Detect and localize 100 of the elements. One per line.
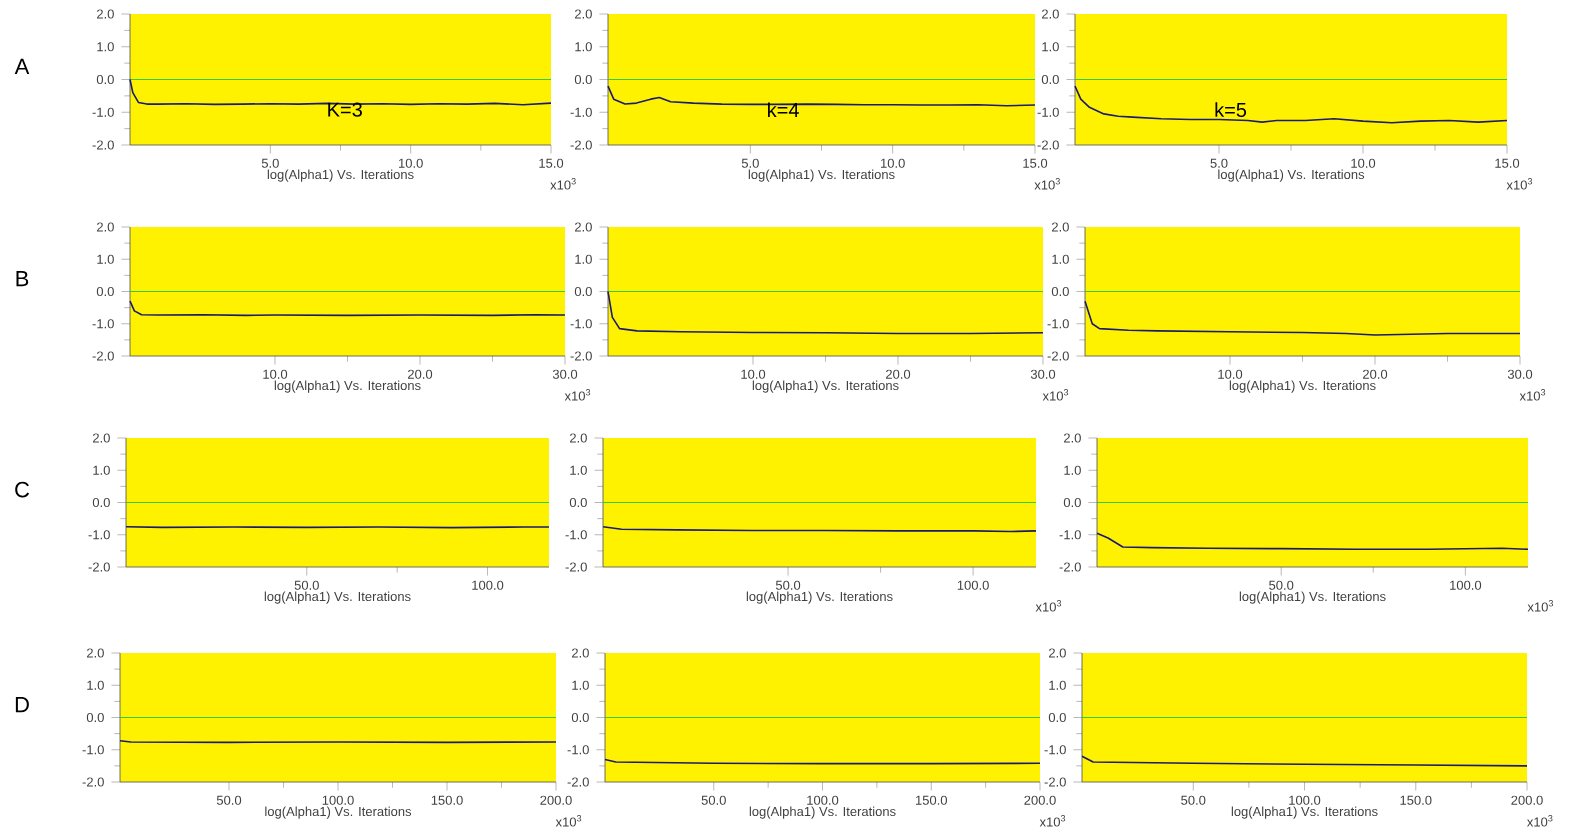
text: x10$^{3}$	[555, 815, 582, 827]
y-tick-label: -1.0	[1059, 530, 1081, 540]
y-tick-label: -1.0	[92, 319, 114, 329]
x-tick-label: 30.0	[1507, 369, 1533, 379]
y-tick-label: -2.0	[570, 351, 592, 361]
y-tick-label: 1.0	[1042, 42, 1059, 52]
y-tick-label: -2.0	[1059, 562, 1081, 572]
text: x10$^{3}$	[1034, 178, 1060, 190]
x-tick-label: 200.0	[1511, 795, 1543, 805]
text: x10$^{3}$	[1527, 600, 1554, 612]
x-tick-label: 150.0	[431, 795, 463, 805]
x-tick-label: 50.0	[1181, 795, 1206, 805]
y-tick-label: -1.0	[565, 530, 587, 540]
y-tick-label: 2.0	[1042, 9, 1059, 19]
text: x10$^{3}$	[1039, 815, 1066, 827]
x-axis-title: log(Alpha1) Vs. Iterations	[749, 806, 896, 819]
x-tick-label: 20.0	[408, 369, 433, 379]
x-tick-label: 5.0	[261, 158, 279, 168]
y-tick-label: 1.0	[575, 254, 592, 264]
y-tick-label: -2.0	[1044, 777, 1066, 787]
x-tick-label: 10.0	[263, 369, 288, 379]
y-tick-label: -1.0	[1047, 319, 1069, 329]
text: B	[16, 271, 29, 287]
y-tick-label: 0.0	[92, 497, 110, 508]
annotation: k=5	[1215, 102, 1247, 117]
y-tick-label: -1.0	[82, 745, 104, 755]
x-tick-label: 50.0	[216, 795, 242, 805]
y-tick-label: 2.0	[571, 648, 589, 658]
x-tick-label: 10.0	[1351, 158, 1376, 168]
annotation: K=3	[328, 102, 362, 117]
y-tick-label: -2.0	[1037, 140, 1059, 150]
y-tick-label: 0.0	[574, 74, 592, 85]
y-tick-label: 1.0	[570, 465, 587, 475]
y-tick-label: 2.0	[86, 648, 104, 658]
y-tick-label: 0.0	[96, 286, 114, 297]
x-tick-label: 100.0	[322, 795, 354, 805]
y-tick-label: -2.0	[570, 140, 592, 150]
text: x10$^{3}$	[564, 389, 591, 401]
y-tick-label: -1.0	[1044, 745, 1066, 755]
text: x10$^{3}$	[1527, 815, 1553, 827]
y-tick-label: -2.0	[1047, 351, 1069, 361]
y-tick-label: 2.0	[570, 433, 587, 443]
x-tick-label: 20.0	[1363, 369, 1388, 379]
x-tick-label: 100.0	[807, 795, 839, 805]
x-tick-label: 15.0	[539, 158, 564, 168]
y-tick-label: 0.0	[574, 286, 592, 297]
y-tick-label: 1.0	[97, 254, 114, 264]
y-tick-label: 1.0	[87, 680, 104, 690]
x-axis-title: log(Alpha1) Vs. Iterations	[265, 806, 412, 819]
x-axis-title: log(Alpha1) Vs. Iterations	[264, 591, 411, 604]
x-tick-label: 100.0	[957, 580, 989, 590]
text: x10$^{3}$	[1519, 389, 1546, 401]
text: A	[14, 58, 30, 74]
y-tick-label: -1.0	[570, 107, 592, 117]
y-tick-label: 0.0	[1041, 74, 1059, 85]
x-tick-label: 30.0	[552, 369, 578, 379]
x-tick-label: 50.0	[775, 580, 801, 590]
y-tick-label: -1.0	[88, 530, 110, 540]
y-tick-label: -2.0	[82, 777, 104, 787]
y-tick-label: 1.0	[97, 42, 114, 52]
x-tick-label: 100.0	[1450, 580, 1482, 590]
x-axis-title: log(Alpha1) Vs. Iterations	[1229, 380, 1376, 393]
y-tick-label: -2.0	[88, 562, 110, 572]
x-axis-title: log(Alpha1) Vs. Iterations	[274, 380, 421, 393]
x-tick-label: 100.0	[1289, 795, 1321, 805]
y-tick-label: 2.0	[1064, 433, 1081, 443]
y-tick-label: 0.0	[571, 712, 589, 723]
y-tick-label: 2.0	[96, 9, 114, 19]
y-tick-label: 0.0	[1048, 712, 1066, 723]
x-tick-label: 100.0	[472, 580, 504, 590]
y-tick-label: 0.0	[1051, 286, 1069, 297]
text: x10$^{3}$	[550, 178, 576, 190]
x-tick-label: 10.0	[399, 158, 423, 168]
y-tick-label: -2.0	[92, 140, 114, 150]
y-tick-label: 1.0	[1064, 465, 1081, 475]
y-tick-label: 1.0	[1049, 680, 1066, 690]
x-axis-title: log(Alpha1) Vs. Iterations	[746, 591, 893, 604]
x-axis-title: log(Alpha1) Vs. Iterations	[1218, 169, 1365, 182]
x-tick-label: 10.0	[741, 369, 766, 379]
y-tick-label: 0.0	[86, 712, 104, 723]
y-tick-label: -1.0	[567, 745, 589, 755]
x-axis-title: log(Alpha1) Vs. Iterations	[1231, 806, 1378, 819]
y-tick-label: 2.0	[575, 222, 592, 232]
y-tick-label: 1.0	[575, 42, 592, 52]
x-tick-label: 150.0	[1400, 795, 1432, 805]
x-tick-label: 10.0	[1218, 369, 1243, 379]
y-tick-label: 1.0	[1052, 254, 1069, 264]
x-tick-label: 50.0	[701, 795, 726, 805]
x-axis-title: log(Alpha1) Vs. Iterations	[748, 169, 895, 182]
text: x10$^{3}$	[1506, 178, 1533, 190]
text: x10$^{3}$	[1035, 600, 1062, 612]
x-axis-title: log(Alpha1) Vs. Iterations	[752, 380, 899, 393]
y-tick-label: 0.0	[96, 74, 114, 85]
x-tick-label: 30.0	[1030, 369, 1056, 379]
x-tick-label: 50.0	[1269, 580, 1294, 590]
annotation: k=4	[768, 102, 799, 117]
y-tick-label: 1.0	[93, 465, 110, 475]
x-tick-label: 5.0	[1210, 158, 1228, 168]
y-tick-label: 0.0	[569, 497, 587, 508]
y-tick-label: 0.0	[1063, 497, 1081, 508]
